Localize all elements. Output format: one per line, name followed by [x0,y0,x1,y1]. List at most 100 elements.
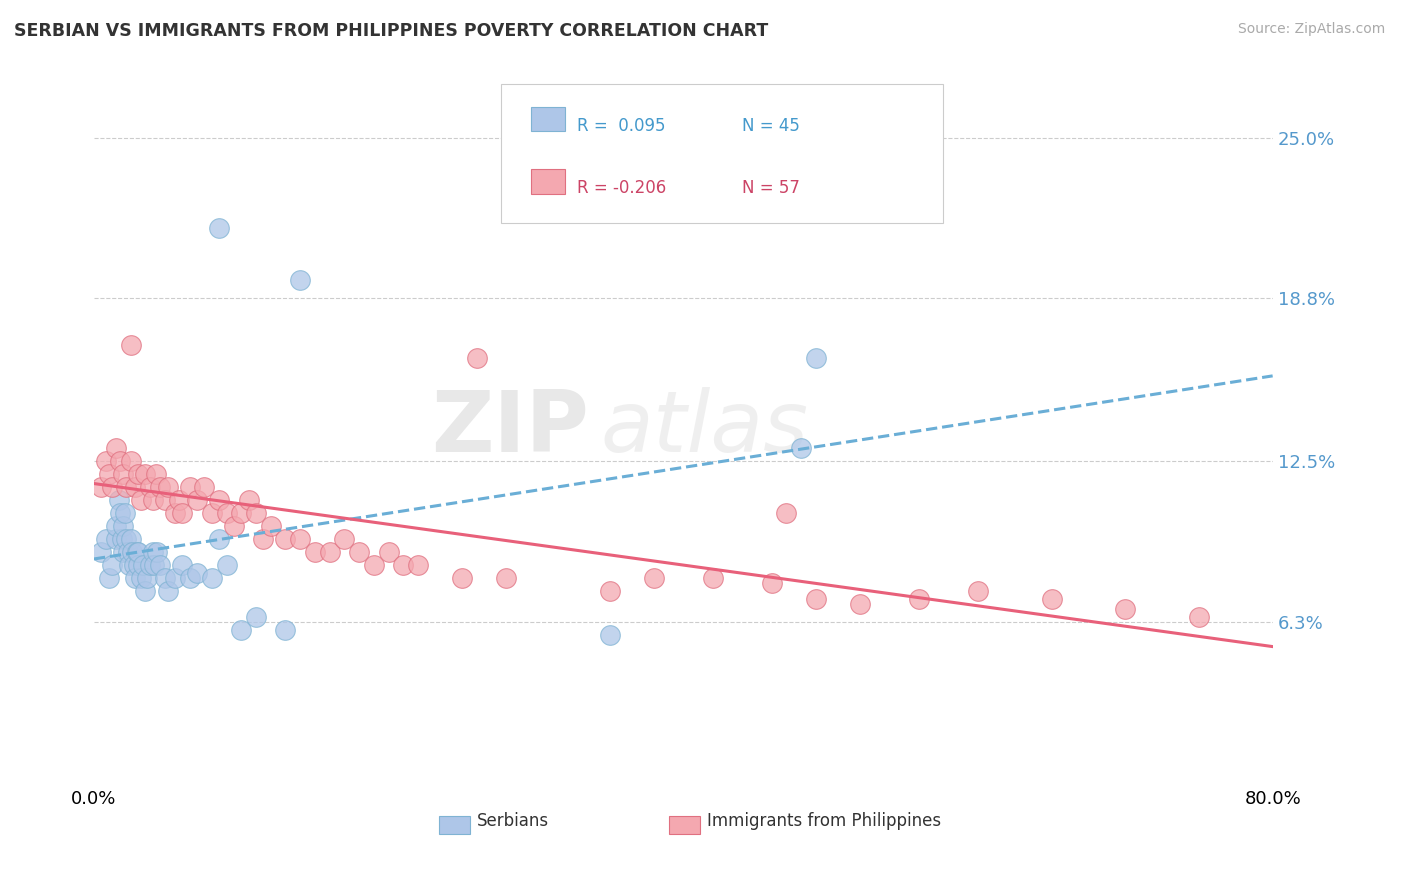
Text: R = -0.206: R = -0.206 [578,179,666,197]
FancyBboxPatch shape [531,107,565,131]
FancyBboxPatch shape [501,84,942,222]
Point [108,493,131,508]
Point [318,545,340,559]
Point [120,454,142,468]
Point [201,506,224,520]
Point [134,467,156,482]
Point [186,493,208,508]
Point [495,571,517,585]
Point [804,591,827,606]
Point [274,532,297,546]
Point [97,571,120,585]
Point [146,545,169,559]
Point [790,442,813,456]
Point [136,571,159,585]
Point [120,532,142,546]
Text: SERBIAN VS IMMIGRANTS FROM PHILIPPINES POVERTY CORRELATION CHART: SERBIAN VS IMMIGRANTS FROM PHILIPPINES P… [14,22,768,40]
Point [129,571,152,585]
Point [139,558,162,572]
Point [143,558,166,572]
Point [238,493,260,508]
Point [804,351,827,365]
Point [702,571,724,585]
Point [124,571,146,585]
Point [465,351,488,365]
Point [761,576,783,591]
Point [105,532,128,546]
Point [179,571,201,585]
Point [290,532,312,546]
Point [134,583,156,598]
Point [129,493,152,508]
Text: ZIP: ZIP [432,387,589,470]
Point [142,493,165,508]
Point [120,338,142,352]
Point [172,506,194,520]
Point [208,532,231,546]
Point [908,591,931,606]
Point [125,545,148,559]
Point [139,480,162,494]
Point [105,519,128,533]
Point [114,506,136,520]
Point [163,506,186,520]
Point [599,583,621,598]
Point [231,623,253,637]
Point [111,532,134,546]
Point [245,506,267,520]
Point [122,558,145,572]
Point [290,273,312,287]
Point [849,597,872,611]
Point [149,558,172,572]
Point [172,558,194,572]
Point [967,583,990,598]
Point [100,480,122,494]
Point [127,545,149,559]
Point [131,558,153,572]
Point [215,506,238,520]
Point [149,480,172,494]
Text: N = 57: N = 57 [742,179,800,197]
Point [145,467,167,482]
FancyBboxPatch shape [439,815,470,834]
Point [117,545,139,559]
Point [94,532,117,546]
Point [90,480,112,494]
Text: Immigrants from Philippines: Immigrants from Philippines [707,812,941,830]
Point [153,493,176,508]
Point [599,628,621,642]
Point [392,558,415,572]
Point [115,532,138,546]
Point [193,480,215,494]
Point [156,583,179,598]
FancyBboxPatch shape [669,815,700,834]
Point [363,558,385,572]
Point [406,558,429,572]
Point [112,519,135,533]
Text: N = 45: N = 45 [742,117,800,135]
Point [115,480,138,494]
Point [112,545,135,559]
Point [252,532,274,546]
Text: R =  0.095: R = 0.095 [578,117,665,135]
FancyBboxPatch shape [531,169,565,194]
Point [1040,591,1063,606]
Point [333,532,356,546]
Point [775,506,797,520]
Point [100,558,122,572]
Text: Serbians: Serbians [477,812,550,830]
Point [1188,609,1211,624]
Point [231,506,253,520]
Point [94,454,117,468]
Point [124,480,146,494]
Point [156,480,179,494]
Point [208,493,231,508]
Point [215,558,238,572]
Point [169,493,191,508]
Point [643,571,665,585]
Point [118,558,141,572]
Point [186,566,208,580]
Point [1114,602,1136,616]
Text: atlas: atlas [600,387,808,470]
Point [163,571,186,585]
